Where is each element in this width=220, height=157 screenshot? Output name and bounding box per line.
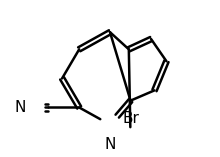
Text: Br: Br <box>122 111 139 126</box>
Text: N: N <box>15 100 26 115</box>
Text: N: N <box>104 137 116 152</box>
